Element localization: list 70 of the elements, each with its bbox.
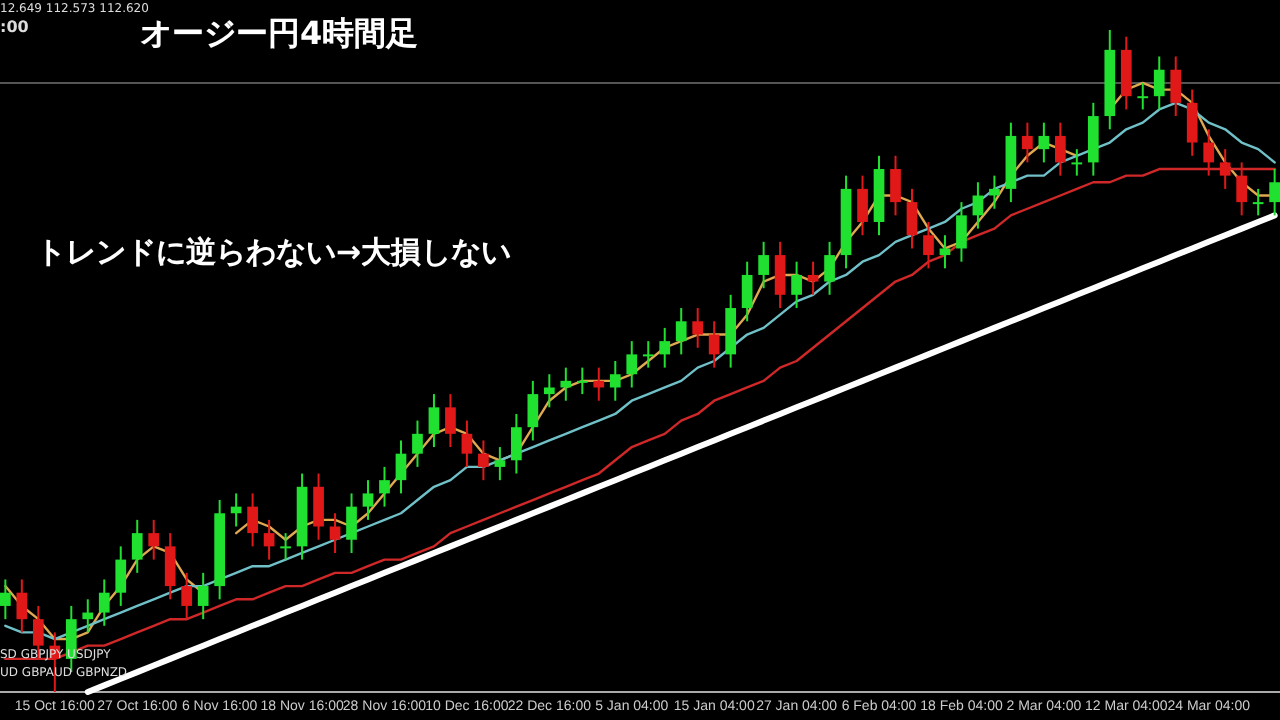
candlestick: [989, 174, 1000, 210]
chart-title: オージー円4時間足: [140, 14, 419, 52]
candlestick: [16, 578, 28, 634]
candlestick: [329, 512, 341, 554]
candlestick: [313, 472, 324, 541]
candlestick: [148, 518, 160, 561]
candlestick: [609, 360, 621, 402]
candlestick: [1071, 148, 1083, 177]
candlestick: [543, 373, 555, 409]
candlestick: [906, 187, 918, 250]
candlestick: [82, 598, 94, 634]
candlestick: [857, 174, 868, 237]
candlestick: [131, 518, 143, 574]
candlestick: [758, 240, 769, 290]
candlestick: [1203, 128, 1215, 177]
candlestick: [461, 419, 473, 468]
candlestick: [428, 393, 440, 449]
candlestick: [1022, 121, 1033, 164]
candlestick: [939, 234, 951, 270]
candlestick: [395, 439, 407, 495]
annotation: :00: [0, 18, 30, 36]
candlestick: [1186, 88, 1198, 157]
candlestick: [576, 366, 588, 396]
candlestick: [197, 571, 209, 621]
candlestick: [1054, 121, 1066, 177]
candlestick: [1038, 121, 1050, 164]
candlestick: [115, 545, 127, 607]
candlestick: [280, 532, 291, 561]
candlestick: [1219, 148, 1231, 190]
candlestick: [807, 260, 819, 296]
candlestick: [445, 393, 456, 449]
candlestick: [362, 479, 374, 521]
candlestick: [593, 366, 605, 402]
annotation: トレンドに逆らわない→大損しない: [36, 234, 512, 270]
candlestick: [511, 412, 522, 475]
candlestick: [1087, 101, 1099, 177]
candlestick: [527, 379, 539, 442]
candlestick: [692, 307, 704, 349]
candlestick: [923, 220, 934, 270]
candlestick: [263, 518, 275, 561]
candlestick: [1236, 161, 1248, 217]
candlestick: [379, 465, 390, 508]
candlestick: [708, 320, 720, 369]
candlestick: [725, 293, 737, 369]
candlestick: [659, 326, 671, 369]
candlestick: [824, 240, 835, 296]
candlestick: [98, 578, 110, 627]
candlestick: [642, 340, 654, 369]
candlestick: [494, 446, 506, 482]
candlestick: [478, 439, 489, 482]
candlestick: [181, 571, 193, 621]
candlestick: [346, 492, 357, 554]
candlestick: [1120, 35, 1132, 111]
candlestick: [1252, 187, 1264, 217]
candlestick: [791, 260, 802, 310]
candlestick: [412, 419, 423, 468]
candlestick: [1153, 55, 1165, 111]
candlestick: [956, 201, 967, 263]
candlestick: [247, 492, 258, 548]
candlestick: [1269, 168, 1280, 217]
candlestick: [774, 240, 786, 310]
candlestick: [890, 154, 901, 217]
candlestick: [560, 366, 572, 402]
candlestick: [675, 307, 687, 356]
candlestick: [0, 578, 11, 621]
candlestick: [164, 532, 176, 601]
candlestick: [741, 260, 753, 323]
candlestick: [626, 340, 638, 389]
candlestick: [1170, 55, 1182, 118]
candlestick: [1137, 81, 1149, 111]
